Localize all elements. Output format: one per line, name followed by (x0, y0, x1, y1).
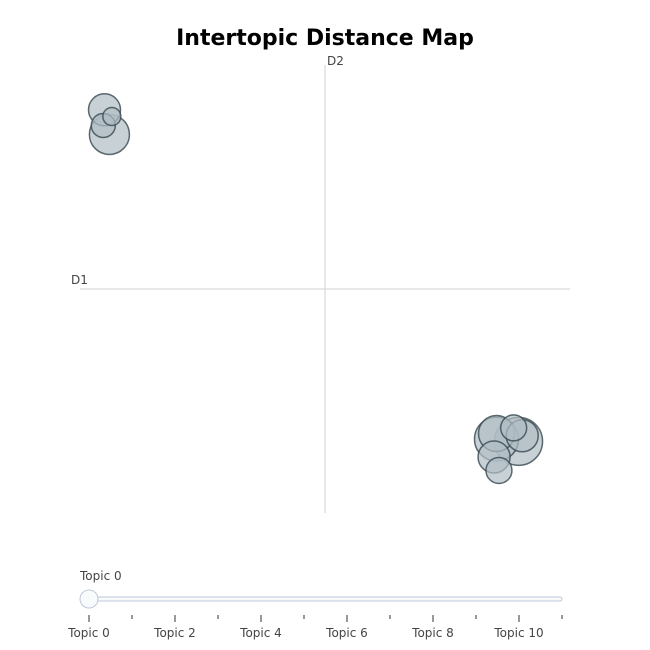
slider-current-value: Topic 0 (80, 569, 122, 583)
topic-points (87, 93, 544, 485)
slider-tick-label: Topic 10 (493, 626, 543, 640)
d1-axis-label: D1 (71, 273, 88, 287)
topic-point-9[interactable] (485, 456, 513, 485)
slider-ticks: Topic 0 Topic 2 Topic 4 Topic 6 Topic 8 Topic… (67, 615, 563, 640)
slider-rail[interactable] (88, 596, 563, 602)
slider-tick-label: Topic 2 (153, 626, 196, 640)
chart-title: Intertopic Distance Map (176, 26, 474, 51)
slider-handle[interactable] (79, 589, 99, 609)
slider-tick-label: Topic 4 (239, 626, 282, 640)
topic-slider[interactable]: Topic 0 Topic 2 Topic 4 Topic 6 Topic 8 Topic… (67, 589, 563, 640)
d2-axis-label: D2 (327, 54, 344, 68)
slider-tick-label: Topic 6 (325, 626, 368, 640)
topic-point-6[interactable] (499, 414, 528, 442)
axes: D1 D2 (71, 54, 570, 513)
slider-tick-label: Topic 0 (67, 626, 110, 640)
slider-tick-label: Topic 8 (411, 626, 454, 640)
topic-point-2[interactable] (102, 106, 122, 127)
